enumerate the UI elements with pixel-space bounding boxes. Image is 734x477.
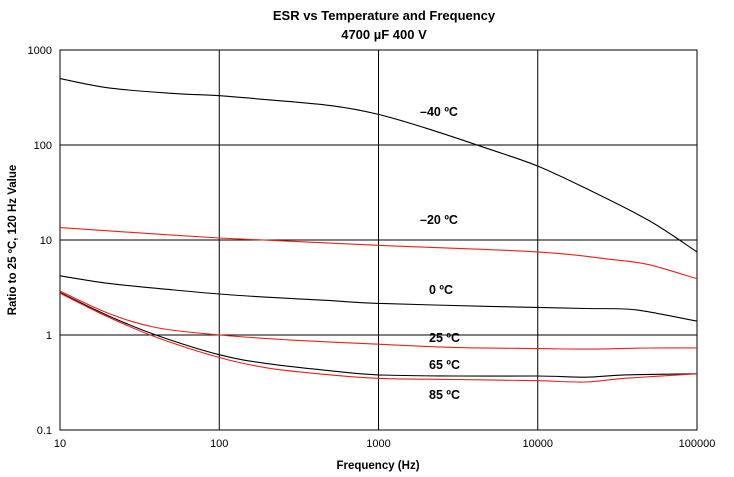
y-tick-label: 10 [40, 235, 52, 247]
y-axis-label: Ratio to 25 ºC, 120 Hz Value [7, 165, 19, 316]
series-line [59, 292, 698, 383]
x-tick-label: 100 [210, 438, 228, 450]
x-tick-label: 100000 [679, 438, 716, 450]
y-axis-ticks: 0.1 1 10 100 1000 [28, 45, 52, 437]
x-tick-label: 10000 [522, 438, 553, 450]
series-line [59, 227, 698, 280]
chart-title: ESR vs Temperature and Frequency [272, 8, 496, 23]
x-axis-label: Frequency (Hz) [336, 460, 419, 472]
chart-subtitle: 4700 µF 400 V [341, 27, 427, 42]
x-tick-label: 1000 [366, 438, 390, 450]
series-label: 65 ºC [429, 358, 460, 372]
series-label: –20 ºC [420, 213, 458, 227]
series-line [59, 292, 698, 378]
y-tick-label: 1000 [28, 45, 52, 57]
series-line [59, 290, 698, 350]
series-label: 85 ºC [429, 388, 460, 402]
x-axis-ticks: 10 100 1000 10000 100000 [54, 438, 715, 450]
series-label: 0 ºC [429, 283, 453, 297]
y-tick-label: 100 [34, 140, 52, 152]
x-tick-label: 10 [54, 438, 66, 450]
series-group [59, 78, 698, 383]
plot-frame [59, 49, 698, 431]
series-label: 25 ºC [429, 331, 460, 345]
grid [60, 50, 697, 430]
series-label: –40 ºC [420, 105, 458, 119]
curve-labels: –40 ºC –20 ºC 0 ºC 25 ºC 65 ºC 85 ºC [420, 105, 460, 402]
y-tick-label: 0.1 [37, 425, 52, 437]
y-tick-label: 1 [46, 330, 52, 342]
series-line [59, 275, 698, 322]
series-line [59, 78, 698, 253]
